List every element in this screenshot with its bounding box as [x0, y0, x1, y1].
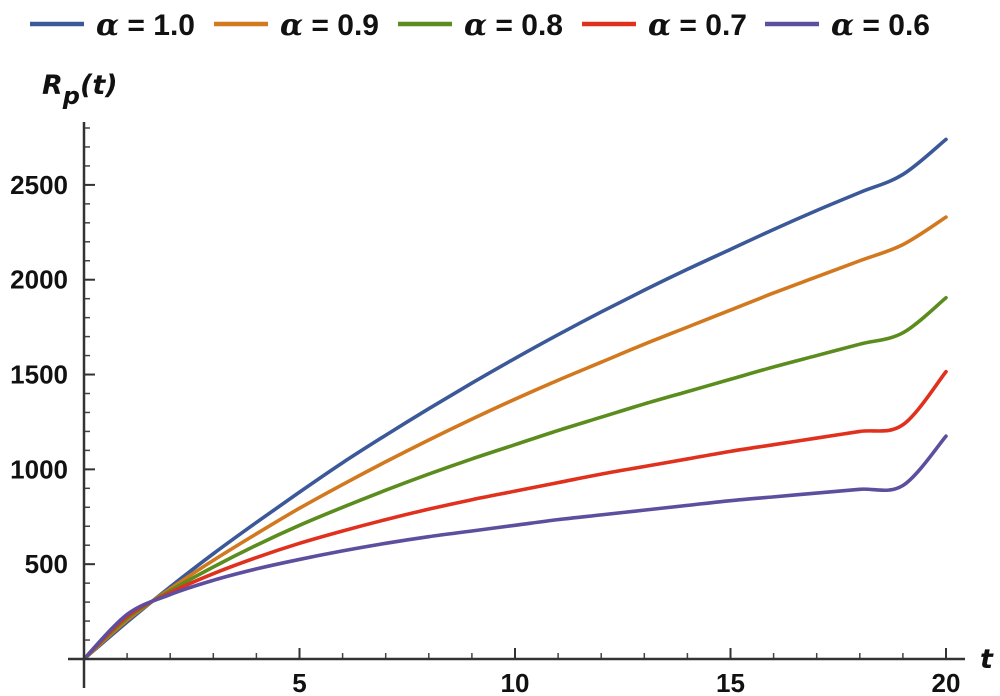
x-tick-label: 10: [501, 668, 530, 696]
major-ticks: [84, 183, 947, 659]
series-line-1: [82, 215, 948, 661]
series-line-0: [82, 137, 948, 661]
series-line-4: [82, 434, 948, 661]
legend-label-0: α = 1.0: [96, 8, 195, 43]
legend-label-1: α = 0.9: [280, 8, 379, 43]
legend-label-2: α = 0.8: [464, 8, 563, 43]
y-axis-title-main: R: [42, 70, 63, 101]
y-axis-title: Rp(t): [42, 70, 118, 110]
legend-label-3: α = 0.7: [648, 8, 747, 43]
y-tick-label: 2500: [10, 170, 68, 200]
series-lines: [82, 137, 948, 661]
series-line-3: [82, 369, 948, 661]
x-tick-label: 20: [932, 668, 961, 696]
legend-label-4: α = 0.6: [831, 8, 930, 43]
x-tick-label: 15: [716, 668, 745, 696]
tick-labels: 5 10 15 20 500 1000 1500 2000 2500: [10, 170, 960, 696]
y-tick-label: 1500: [10, 360, 68, 390]
y-tick-label: 500: [25, 549, 68, 579]
legend: α = 1.0 α = 0.9 α = 0.8 α = 0.7 α = 0.6: [30, 8, 930, 43]
y-tick-label: 2000: [10, 265, 68, 295]
y-axis-title-arg: (t): [80, 70, 118, 101]
x-tick-label: 5: [292, 668, 306, 696]
x-axis-title: t: [980, 644, 994, 675]
series-line-2: [82, 295, 948, 661]
y-axis-title-sub: p: [62, 82, 80, 110]
y-tick-label: 1000: [10, 454, 68, 484]
